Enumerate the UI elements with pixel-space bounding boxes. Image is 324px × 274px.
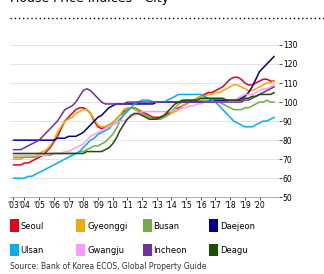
- Text: Ulsan: Ulsan: [21, 246, 44, 255]
- Text: Daejeon: Daejeon: [220, 222, 255, 230]
- Text: Gwangju: Gwangju: [87, 246, 124, 255]
- Text: Source: Bank of Korea ECOS, Global Property Guide: Source: Bank of Korea ECOS, Global Prope…: [10, 262, 206, 271]
- Text: Busan: Busan: [154, 222, 180, 230]
- Text: Gyeonggi: Gyeonggi: [87, 222, 128, 230]
- Text: Seoul: Seoul: [21, 222, 44, 230]
- Text: Deagu: Deagu: [220, 246, 248, 255]
- Text: House Price Indices - City: House Price Indices - City: [10, 0, 169, 5]
- Text: Incheon: Incheon: [154, 246, 187, 255]
